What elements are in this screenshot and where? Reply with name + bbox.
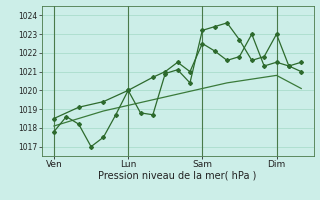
X-axis label: Pression niveau de la mer( hPa ): Pression niveau de la mer( hPa ) [99,171,257,181]
